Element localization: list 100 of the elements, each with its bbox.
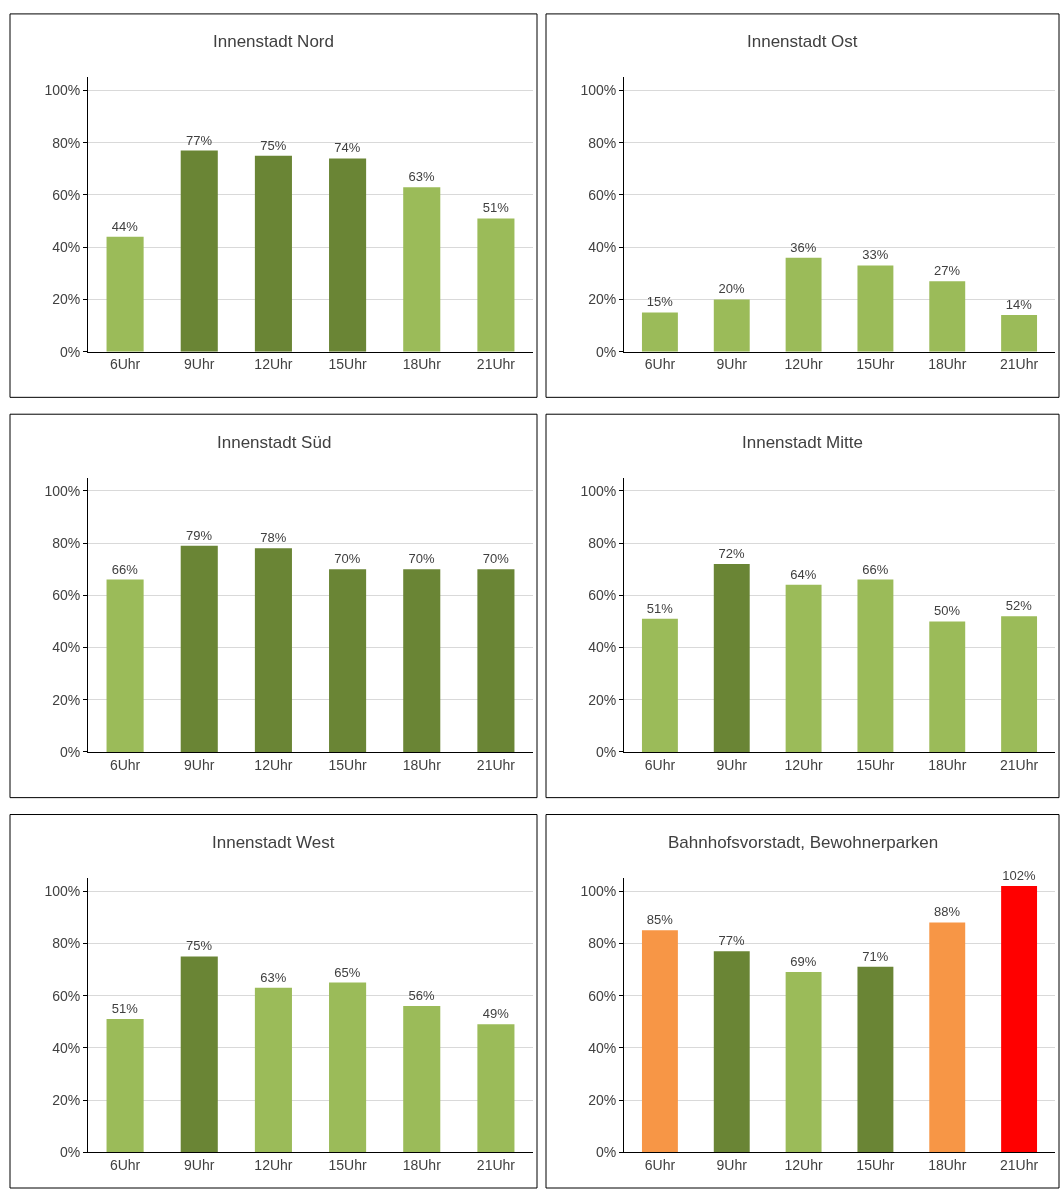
x-tick-label: 6Uhr (644, 1157, 676, 1174)
bar (477, 569, 515, 752)
bar (106, 579, 144, 752)
y-tick-label: 40% (588, 239, 617, 256)
x-tick-label: 9Uhr (184, 356, 215, 373)
y-tick-label: 60% (52, 987, 81, 1004)
y-tick-label: 100% (580, 883, 617, 900)
data-label: 63% (408, 169, 435, 185)
y-tick-label: 0% (59, 343, 81, 360)
data-label: 52% (1005, 598, 1033, 614)
x-tick-label: 12Uhr (254, 356, 293, 373)
bar (180, 956, 218, 1153)
y-tick-label: 100% (44, 883, 81, 900)
y-tick-label: 40% (52, 639, 81, 656)
bar (929, 281, 966, 352)
bar (713, 563, 750, 752)
y-tick-label: 80% (588, 935, 617, 952)
x-tick-label: 18Uhr (928, 356, 967, 373)
data-label: 27% (934, 263, 961, 279)
bar (1001, 315, 1038, 352)
x-tick-label: 9Uhr (716, 756, 748, 773)
data-label: 63% (260, 969, 287, 985)
y-tick-label: 60% (588, 587, 617, 604)
chart-title: Innenstadt West (212, 833, 335, 852)
chart-title: Innenstadt Nord (213, 32, 334, 51)
data-label: 70% (334, 551, 361, 567)
y-tick-label: 20% (52, 291, 81, 308)
bar (785, 257, 822, 352)
data-label: 20% (718, 281, 745, 297)
x-tick-label: 18Uhr (402, 756, 442, 773)
y-tick-label: 20% (52, 691, 81, 708)
bar (713, 299, 750, 352)
bar (329, 158, 367, 352)
chart-title: Bahnhofsvorstadt, Bewohnerparken (668, 833, 939, 852)
chart-title: Innenstadt Mitte (742, 433, 863, 452)
y-tick-label: 20% (588, 691, 617, 708)
y-tick-label: 40% (588, 1039, 617, 1056)
x-tick-label: 6Uhr (109, 1157, 141, 1174)
x-tick-label: 18Uhr (928, 1157, 967, 1174)
chart-title: Innenstadt Süd (217, 433, 332, 452)
data-label: 70% (482, 551, 510, 567)
x-tick-label: 9Uhr (716, 1157, 748, 1174)
y-tick-label: 100% (580, 482, 617, 499)
data-label: 56% (408, 988, 435, 1004)
x-tick-label: 21Uhr (476, 356, 516, 373)
x-tick-label: 15Uhr (856, 756, 895, 773)
x-tick-label: 21Uhr (476, 1157, 516, 1174)
y-tick-label: 100% (580, 82, 617, 99)
bar (106, 236, 144, 352)
data-label: 74% (334, 140, 361, 156)
y-tick-label: 100% (44, 482, 81, 499)
bar (641, 312, 678, 352)
data-label: 78% (260, 530, 287, 546)
x-tick-label: 21Uhr (1000, 1157, 1039, 1174)
y-tick-label: 40% (52, 239, 81, 256)
bar (477, 1024, 515, 1153)
bar (329, 569, 367, 752)
data-label: 88% (934, 904, 961, 920)
y-tick-label: 80% (52, 134, 81, 151)
bar (180, 545, 218, 752)
data-label: 51% (646, 600, 674, 616)
data-label: 65% (334, 964, 361, 980)
y-tick-label: 100% (44, 82, 81, 99)
x-tick-label: 9Uhr (184, 1157, 215, 1174)
data-label: 66% (862, 561, 889, 577)
bar (929, 922, 966, 1153)
data-label: 75% (260, 137, 287, 153)
data-label: 36% (790, 239, 817, 255)
y-tick-label: 20% (588, 291, 617, 308)
x-tick-label: 12Uhr (784, 356, 823, 373)
y-tick-label: 20% (588, 1091, 617, 1108)
bar (254, 548, 292, 752)
x-tick-label: 12Uhr (254, 756, 293, 773)
bar (641, 618, 678, 752)
x-tick-label: 15Uhr (856, 1157, 895, 1174)
data-label: 64% (790, 566, 817, 582)
data-label: 14% (1005, 297, 1033, 313)
x-tick-label: 21Uhr (476, 756, 516, 773)
y-tick-label: 40% (52, 1039, 81, 1056)
bar (477, 218, 515, 352)
x-tick-label: 21Uhr (1000, 756, 1039, 773)
y-tick-label: 80% (588, 534, 617, 551)
data-label: 66% (111, 561, 139, 577)
x-tick-label: 6Uhr (644, 756, 676, 773)
x-tick-label: 6Uhr (644, 356, 676, 373)
data-label: 69% (790, 954, 817, 970)
data-label: 102% (1002, 867, 1036, 883)
y-tick-label: 80% (52, 935, 81, 952)
data-label: 44% (111, 218, 139, 234)
y-tick-label: 0% (595, 1144, 617, 1161)
data-label: 75% (186, 938, 213, 954)
y-tick-label: 80% (588, 134, 617, 151)
bar (1001, 616, 1038, 752)
x-tick-label: 6Uhr (109, 756, 141, 773)
y-tick-label: 60% (588, 987, 617, 1004)
y-tick-label: 40% (588, 639, 617, 656)
data-label: 79% (186, 527, 213, 543)
y-tick-label: 60% (52, 186, 81, 203)
chart-title: Innenstadt Ost (747, 32, 858, 51)
x-tick-label: 6Uhr (109, 356, 141, 373)
